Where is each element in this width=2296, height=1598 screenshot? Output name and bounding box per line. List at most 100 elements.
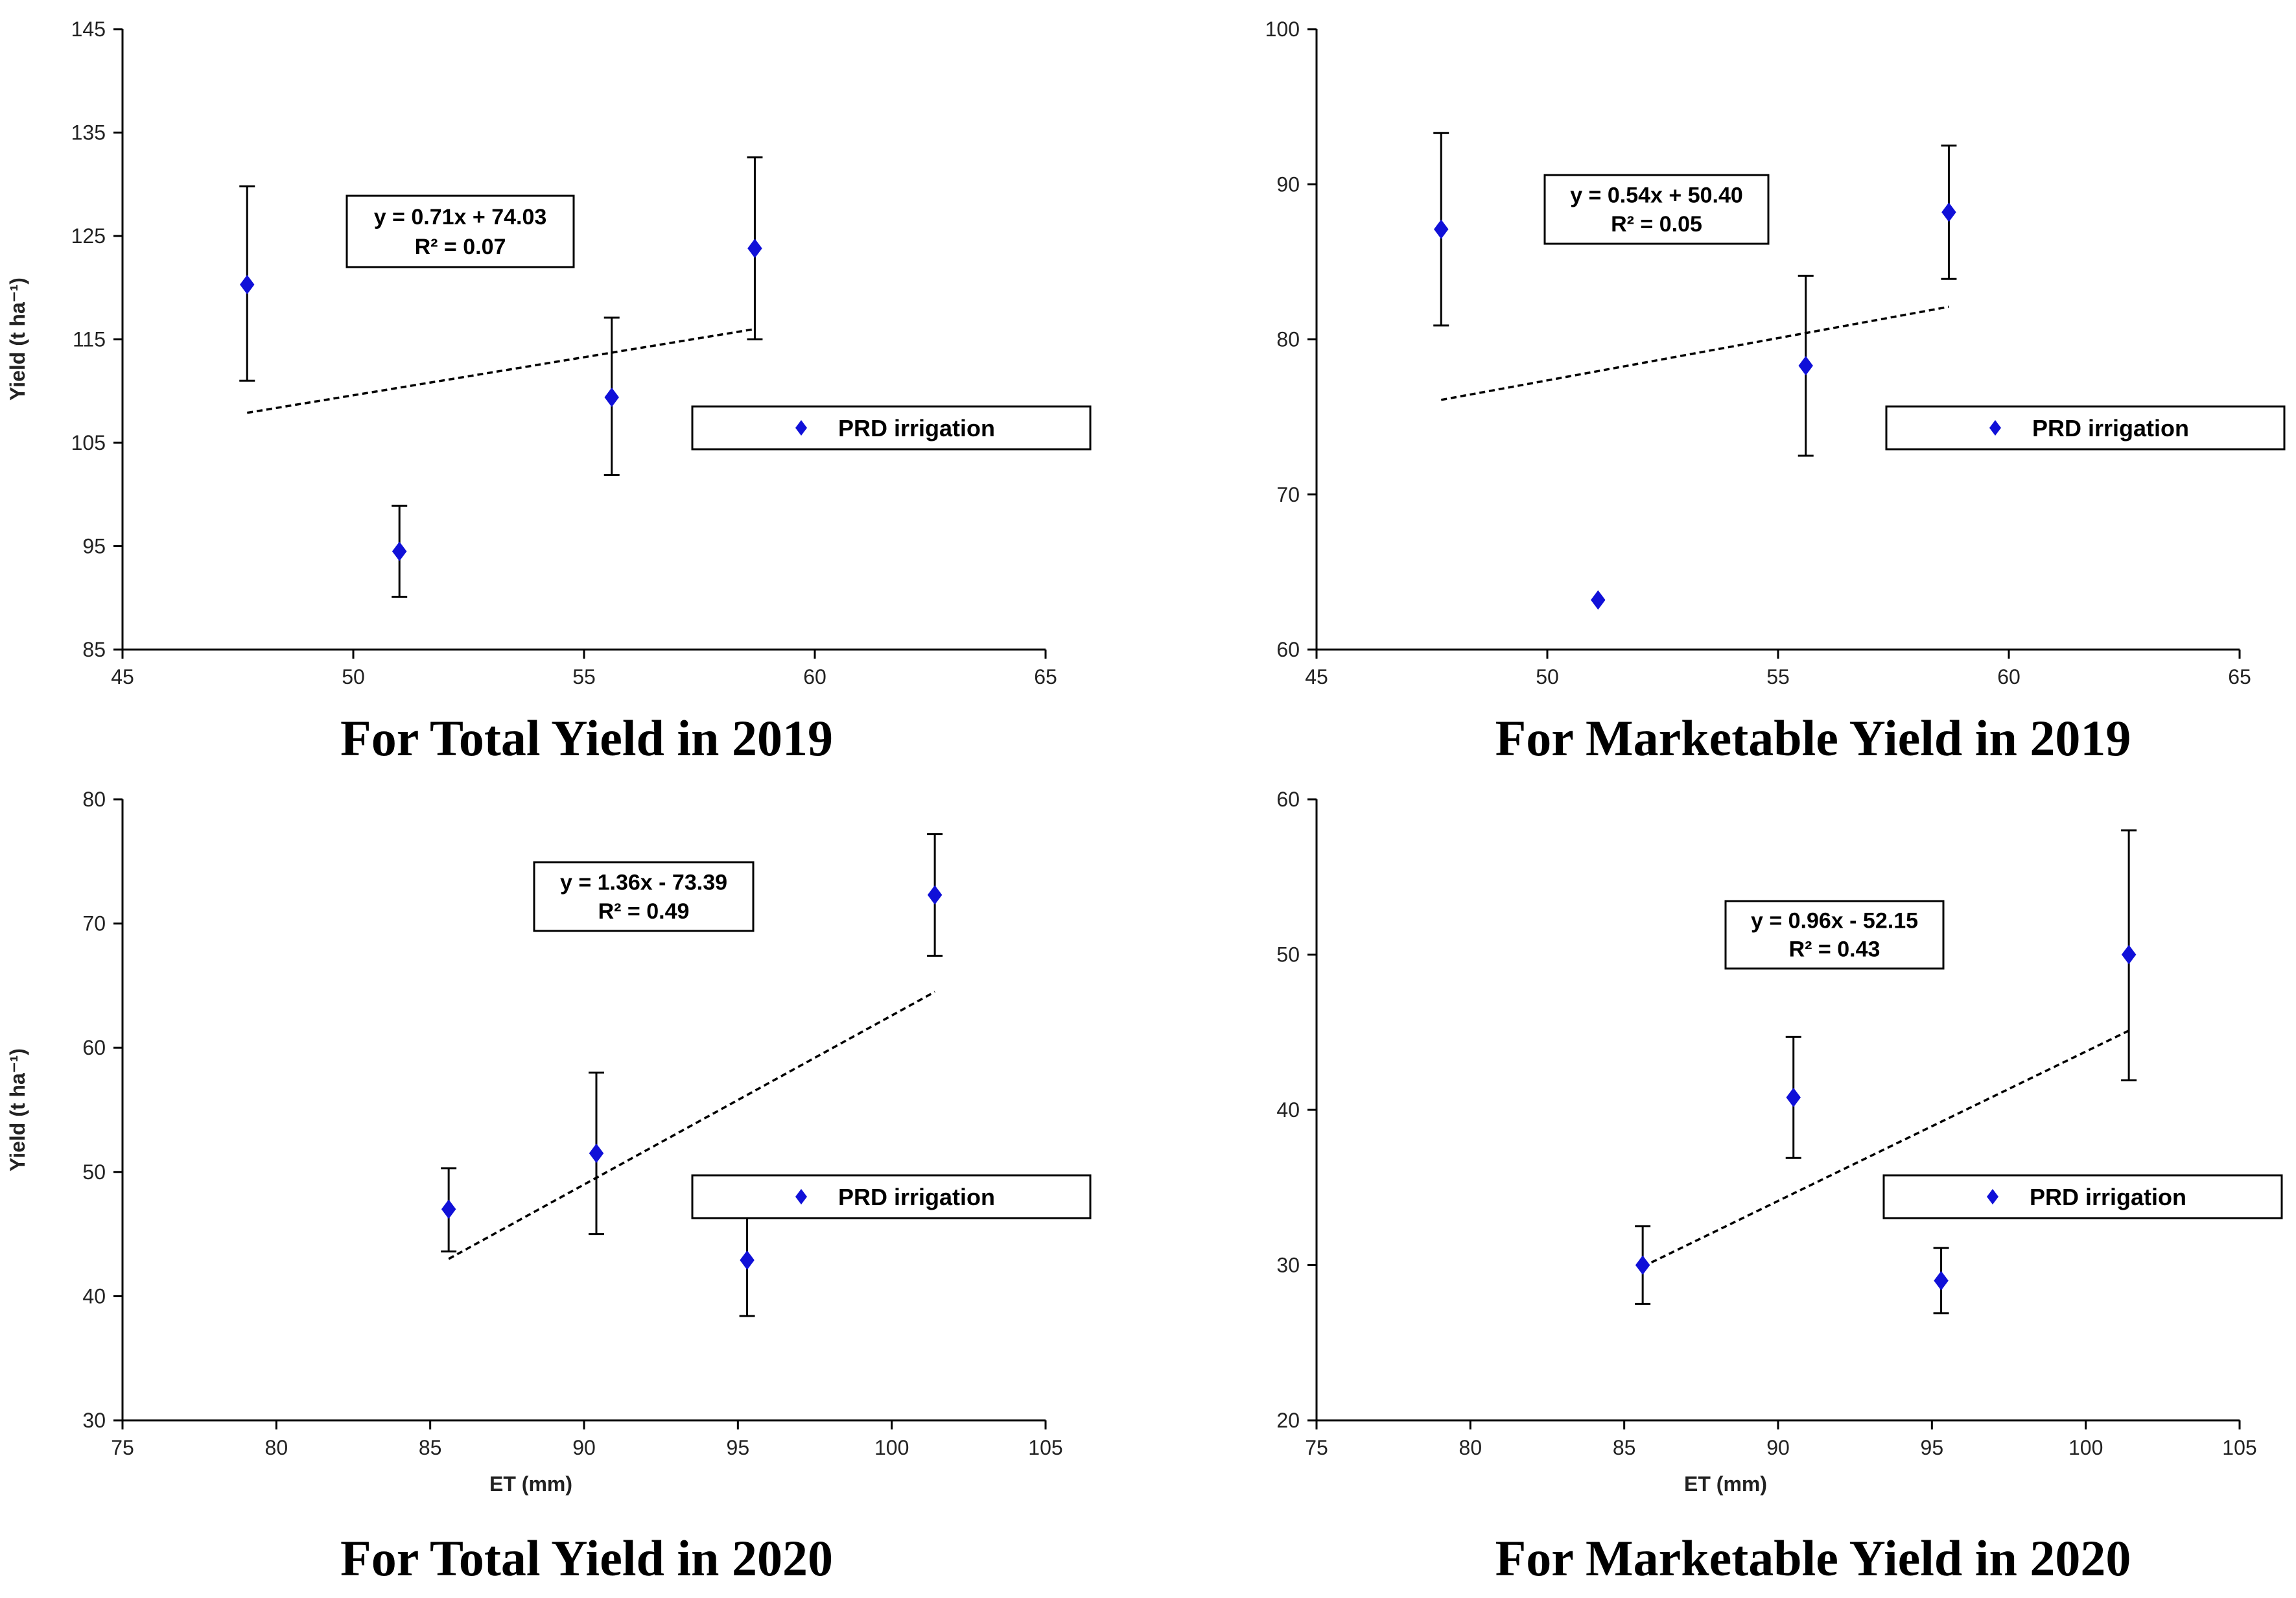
equation-box xyxy=(1543,174,1770,245)
y-tick-label: 135 xyxy=(71,121,106,145)
data-point xyxy=(1786,1087,1801,1107)
regression-equation: y = 0.54x + 50.40 xyxy=(1570,183,1743,207)
y-tick-label: 20 xyxy=(1276,1409,1300,1432)
trendline xyxy=(246,327,755,414)
data-point xyxy=(1798,356,1813,376)
y-tick-label: 50 xyxy=(82,1160,106,1184)
chart-caption: For Marketable Yield in 2020 xyxy=(1495,1530,2131,1586)
r-squared: R² = 0.07 xyxy=(415,235,506,259)
x-axis-title: ET (mm) xyxy=(1684,1472,1767,1496)
y-tick-label: 145 xyxy=(71,18,106,41)
data-point xyxy=(441,1199,456,1219)
chart-marketable-yield-2019: 60 70 80 90 100 45 50 55 60 65 y = 0.54x + 50.40 R²… xyxy=(1265,18,2286,766)
chart-total-yield-2019: 85 95 105 115 125 135 145 45 50 55 60 65 Yield (t ha… xyxy=(6,18,1092,766)
legend-box xyxy=(691,405,1092,451)
x-tick-label: 55 xyxy=(1766,665,1790,688)
x-tick-label: 105 xyxy=(1028,1436,1062,1459)
legend-label: PRD irrigation xyxy=(838,1184,995,1210)
legend-label: PRD irrigation xyxy=(2032,415,2189,441)
x-tick-label: 85 xyxy=(419,1436,442,1459)
y-tick-label: 105 xyxy=(71,431,106,454)
x-tick-label: 90 xyxy=(1766,1436,1790,1459)
y-tick-label: 70 xyxy=(1276,483,1300,506)
y-axis-title: Yield (t ha⁻¹) xyxy=(6,1048,29,1171)
x-tick-label: 100 xyxy=(874,1436,909,1459)
equation-box xyxy=(1724,900,1945,970)
y-tick-label: 85 xyxy=(82,638,106,661)
legend-box xyxy=(1885,405,2286,451)
y-tick-label: 95 xyxy=(82,535,106,558)
x-tick-label: 95 xyxy=(727,1436,750,1459)
data-point xyxy=(740,1250,755,1270)
legend-marker xyxy=(795,1189,807,1204)
x-tick-label: 50 xyxy=(1536,665,1559,688)
x-tick-label: 85 xyxy=(1613,1436,1636,1459)
y-tick-label: 80 xyxy=(1276,328,1300,351)
regression-equation: y = 0.71x + 74.03 xyxy=(374,205,547,229)
x-tick-label: 100 xyxy=(2068,1436,2103,1459)
x-tick-label: 45 xyxy=(1305,665,1328,688)
y-tick-label: 60 xyxy=(1276,638,1300,661)
legend-marker xyxy=(1989,420,2001,436)
x-tick-label: 60 xyxy=(1997,665,2021,688)
data-point xyxy=(1591,590,1606,610)
x-tick-label: 65 xyxy=(1034,665,1057,688)
legend-marker xyxy=(795,420,807,436)
equation-box xyxy=(346,194,575,268)
y-tick-label: 115 xyxy=(73,328,106,351)
x-tick-label: 80 xyxy=(265,1436,288,1459)
y-tick-label: 60 xyxy=(1276,788,1300,811)
data-point xyxy=(1941,202,1956,222)
chart-total-yield-2020: 30 40 50 60 70 80 75 80 85 90 95 100 105 Yield (t ha⁻… xyxy=(6,788,1092,1586)
data-point xyxy=(239,274,255,294)
legend-label: PRD irrigation xyxy=(838,415,995,441)
legend-box xyxy=(691,1174,1092,1219)
legend-marker xyxy=(1987,1189,1998,1204)
regression-equation: y = 1.36x - 73.39 xyxy=(560,870,727,895)
data-point xyxy=(1433,219,1449,239)
x-axis-title: ET (mm) xyxy=(489,1472,572,1496)
trendline xyxy=(448,991,935,1260)
equation-box xyxy=(533,861,755,932)
regression-equation: y = 0.96x - 52.15 xyxy=(1751,909,1918,934)
y-tick-label: 100 xyxy=(1265,18,1300,41)
chart-caption: For Marketable Yield in 2019 xyxy=(1495,710,2131,766)
data-point xyxy=(604,387,619,407)
data-point xyxy=(1934,1271,1949,1291)
chart-caption: For Total Yield in 2020 xyxy=(340,1530,833,1586)
r-squared: R² = 0.49 xyxy=(598,899,690,924)
y-tick-label: 60 xyxy=(82,1036,106,1059)
x-tick-label: 75 xyxy=(1305,1436,1328,1459)
r-squared: R² = 0.43 xyxy=(1789,937,1880,961)
x-tick-label: 80 xyxy=(1459,1436,1482,1459)
y-tick-label: 70 xyxy=(82,912,106,935)
x-tick-label: 90 xyxy=(572,1436,596,1459)
x-tick-label: 55 xyxy=(572,665,596,688)
y-tick-label: 40 xyxy=(1276,1098,1300,1122)
data-point xyxy=(927,885,943,905)
y-tick-label: 30 xyxy=(1276,1254,1300,1277)
x-tick-label: 75 xyxy=(111,1436,134,1459)
x-tick-label: 50 xyxy=(342,665,365,688)
chart-marketable-yield-2020: 20 30 40 50 60 75 80 85 90 95 100 105 ET (mm) y = 0.9… xyxy=(1276,788,2283,1586)
data-point xyxy=(589,1144,604,1164)
y-tick-label: 50 xyxy=(1276,943,1300,967)
x-tick-label: 65 xyxy=(2228,665,2251,688)
data-point xyxy=(392,541,407,561)
data-point xyxy=(1635,1255,1650,1275)
y-axis-title: Yield (t ha⁻¹) xyxy=(6,277,29,401)
x-tick-label: 60 xyxy=(803,665,826,688)
trendline xyxy=(1642,1029,2129,1268)
legend-box xyxy=(1882,1174,2283,1219)
data-point xyxy=(747,239,762,259)
trendline xyxy=(1440,305,1949,401)
y-tick-label: 30 xyxy=(82,1409,106,1432)
chart-caption: For Total Yield in 2019 xyxy=(340,710,833,766)
y-tick-label: 80 xyxy=(82,788,106,811)
legend-label: PRD irrigation xyxy=(2030,1184,2186,1210)
r-squared: R² = 0.05 xyxy=(1611,212,1702,237)
x-tick-label: 105 xyxy=(2222,1436,2256,1459)
y-tick-label: 90 xyxy=(1276,172,1300,196)
x-tick-label: 45 xyxy=(111,665,134,688)
